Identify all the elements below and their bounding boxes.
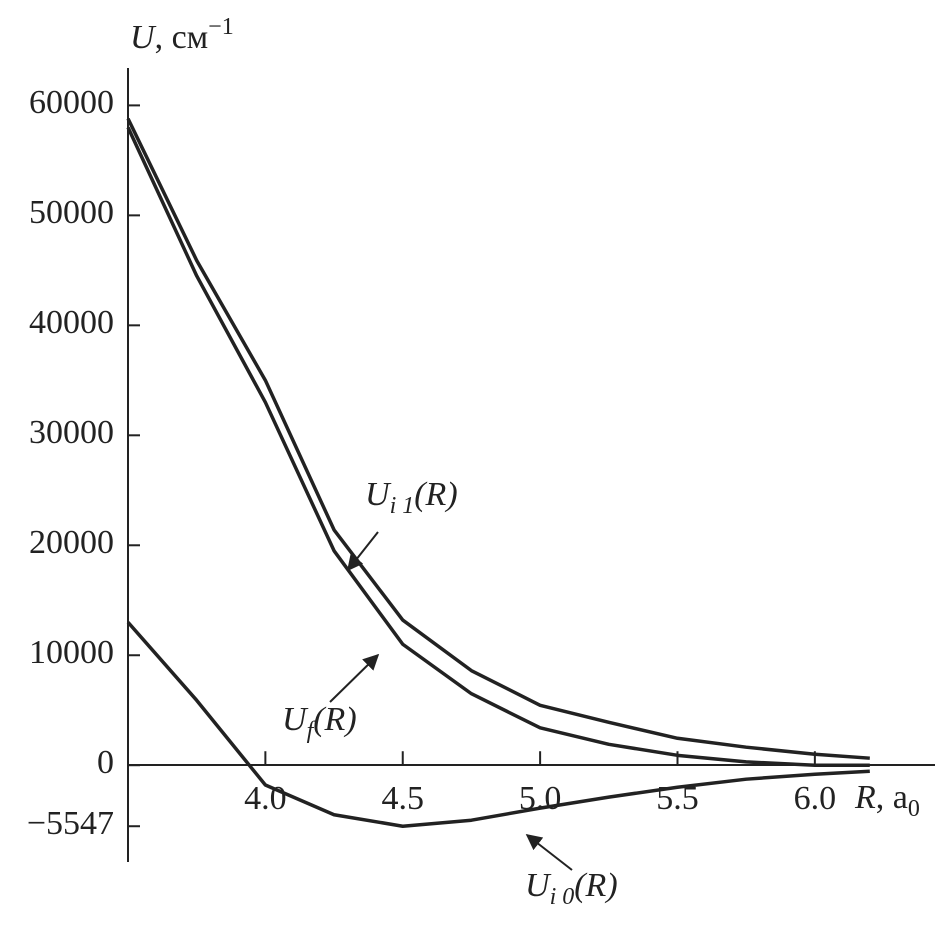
x-axis-label: R, a0	[854, 779, 920, 822]
y-tick-label: 10000	[29, 634, 114, 671]
y-tick-label: −5547	[27, 805, 114, 842]
y-tick-label: 30000	[29, 414, 114, 451]
arrow	[329, 653, 380, 703]
label-arg: (R)	[574, 867, 617, 904]
y-tick-label: 40000	[29, 304, 114, 341]
y-tick-label: 60000	[29, 84, 114, 121]
label-sub: f	[307, 718, 317, 744]
arrow	[525, 834, 573, 871]
label-sub: i 1	[390, 493, 415, 519]
line	[126, 126, 870, 767]
label-sub: i 0	[550, 884, 575, 910]
y-tick-label: 50000	[29, 194, 114, 231]
label-symbol: U	[525, 867, 552, 904]
y-label-exponent: −1	[208, 14, 234, 40]
x-label-unit: , a	[876, 779, 908, 816]
x-tick-label: 4.5	[381, 780, 424, 817]
y-label-symbol: U	[130, 19, 157, 56]
label-arg: (R)	[414, 476, 457, 513]
line	[126, 621, 870, 828]
label-symbol: U	[282, 701, 309, 738]
x-label-subscript: 0	[908, 796, 920, 822]
y-label-unit: , см	[155, 19, 209, 56]
label-arg: (R)	[313, 701, 356, 738]
label-symbol: U	[365, 476, 392, 513]
y-tick-label: 20000	[29, 524, 114, 561]
y-axis-label: U, см−1	[130, 14, 234, 56]
series-label: Ui 1(R)	[365, 476, 458, 519]
arrow	[347, 531, 379, 572]
x-tick-label: 6.0	[794, 780, 837, 817]
x-label-symbol: R	[854, 779, 876, 816]
line	[126, 117, 870, 760]
y-tick-label: 0	[97, 744, 114, 781]
series-label: Uf(R)	[282, 701, 357, 744]
series-label: Ui 0(R)	[525, 867, 618, 910]
